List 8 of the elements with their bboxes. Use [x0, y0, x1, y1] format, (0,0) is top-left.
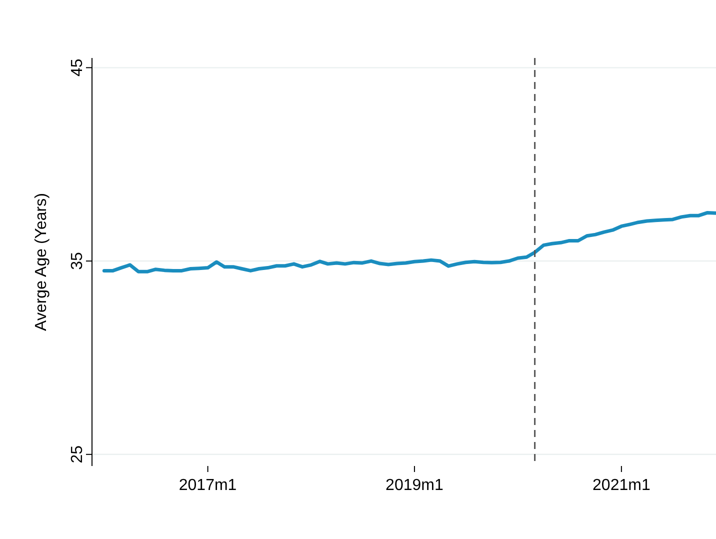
x-tick-label: 2017m1: [178, 477, 237, 494]
line-series: [102, 210, 716, 274]
y-tick-label: 35: [69, 252, 86, 270]
y-axis-title: Averge Age (Years): [33, 193, 50, 331]
y-tick-label: 25: [69, 445, 86, 464]
x-tick-label: 2019m1: [386, 477, 444, 494]
y-tick-label: 45: [69, 58, 86, 77]
x-tick-label: 2021m1: [592, 477, 650, 494]
